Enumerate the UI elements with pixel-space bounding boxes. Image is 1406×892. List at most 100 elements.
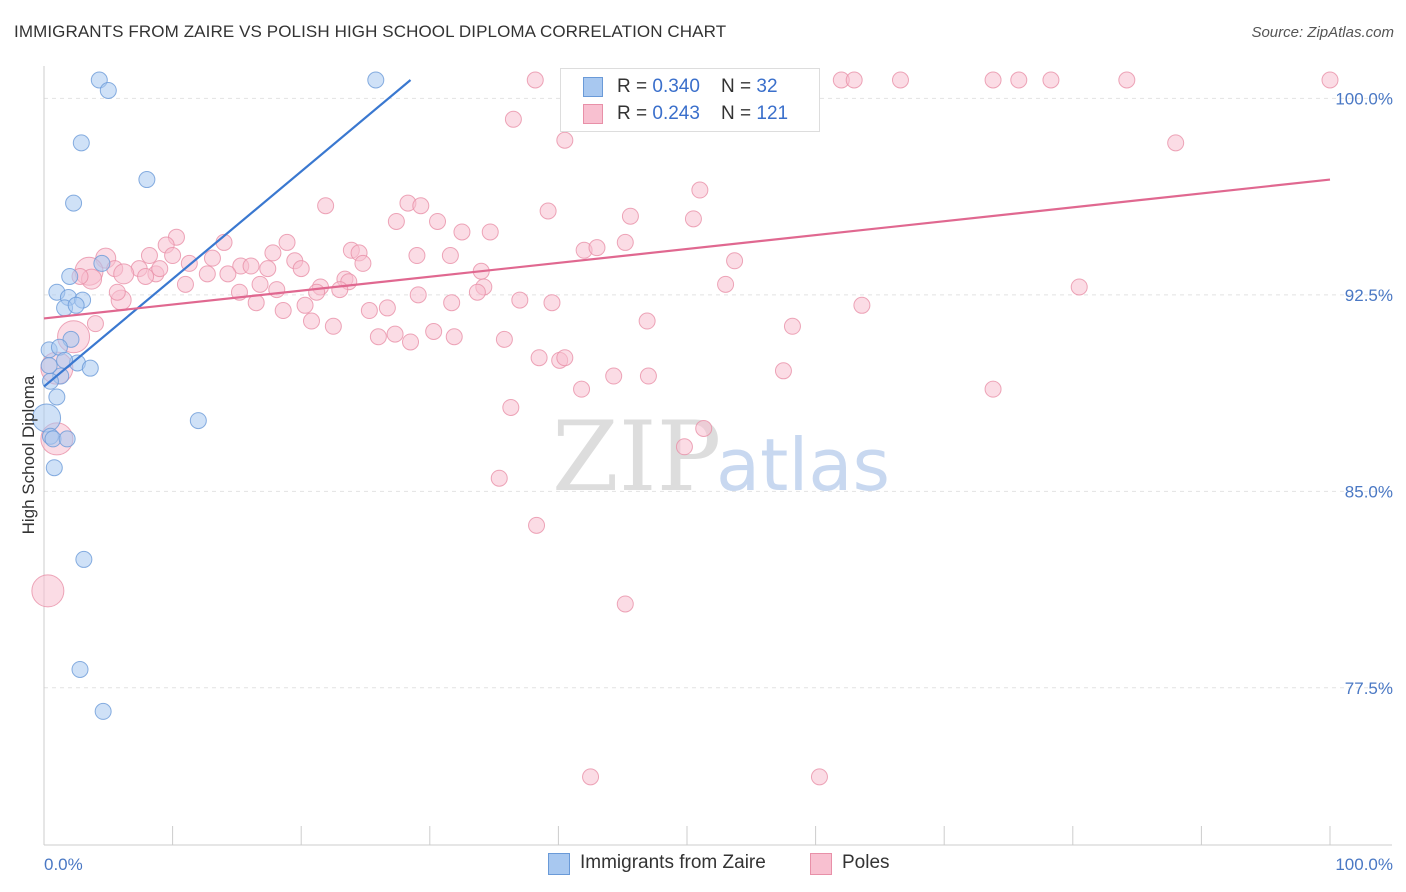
point-poles	[408, 247, 426, 265]
legend-n-value: 32	[756, 76, 778, 97]
point-immigrants-from-zaire	[138, 171, 156, 189]
point-poles	[774, 362, 792, 380]
point-poles	[369, 328, 387, 346]
point-immigrants-from-zaire	[81, 359, 99, 377]
point-poles	[317, 197, 335, 215]
data-points	[31, 71, 1339, 786]
point-poles	[264, 244, 282, 262]
point-poles	[429, 212, 447, 230]
point-immigrants-from-zaire	[67, 296, 85, 314]
point-poles	[151, 260, 169, 278]
point-poles	[274, 302, 292, 320]
point-immigrants-from-zaire	[61, 267, 79, 285]
point-poles	[853, 296, 871, 314]
point-poles	[453, 223, 471, 241]
point-immigrants-from-zaire	[65, 194, 83, 212]
point-poles	[164, 247, 182, 265]
bottom-legend-label-poles: Poles	[842, 852, 890, 873]
legend-r-label: R =	[617, 103, 653, 124]
y-tick-label: 77.5%	[1345, 679, 1393, 698]
y-axis-label: High School Diploma	[19, 375, 38, 534]
bottom-legend-swatch-zaire	[548, 853, 570, 875]
y-tick-label: 92.5%	[1345, 286, 1393, 305]
point-poles	[582, 768, 600, 786]
point-poles	[198, 265, 216, 283]
point-poles	[530, 349, 548, 367]
point-immigrants-from-zaire	[40, 357, 58, 375]
grid-lines	[44, 97, 1392, 689]
point-immigrants-from-zaire	[71, 660, 89, 678]
point-poles	[203, 249, 221, 267]
point-poles	[302, 312, 320, 330]
point-poles	[588, 239, 606, 257]
point-poles	[556, 131, 574, 149]
point-poles	[539, 202, 557, 220]
point-immigrants-from-zaire	[93, 254, 111, 272]
point-immigrants-from-zaire	[99, 81, 117, 99]
point-immigrants-from-zaire	[189, 412, 207, 430]
point-poles	[176, 275, 194, 293]
point-poles	[616, 233, 634, 251]
point-poles	[242, 257, 260, 275]
point-poles	[443, 294, 461, 312]
bottom-legend-swatch-poles	[810, 853, 832, 875]
point-poles	[543, 294, 561, 312]
legend-r-value: 0.340	[652, 76, 700, 97]
point-poles	[684, 210, 702, 228]
point-poles	[810, 768, 828, 786]
point-poles	[675, 438, 693, 456]
point-poles	[616, 595, 634, 613]
point-poles	[639, 367, 657, 385]
point-poles	[354, 254, 372, 272]
point-poles	[86, 315, 104, 333]
x-ticks: 0.0% 100.0%	[43, 826, 1393, 874]
point-poles	[268, 281, 286, 299]
point-poles	[468, 283, 486, 301]
point-poles	[1010, 71, 1028, 89]
point-poles	[495, 330, 513, 348]
legend-r-value: 0.243	[652, 103, 700, 124]
point-immigrants-from-zaire	[62, 330, 80, 348]
point-immigrants-from-zaire	[72, 134, 90, 152]
point-poles	[502, 398, 520, 416]
x-tick-label: 0.0%	[44, 855, 83, 874]
point-poles	[526, 71, 544, 89]
point-poles	[108, 283, 126, 301]
y-tick-labels: 100.0% 92.5% 85.0% 77.5%	[1335, 89, 1393, 697]
point-poles	[1118, 71, 1136, 89]
point-poles	[573, 380, 591, 398]
bottom-legend-label-zaire: Immigrants from Zaire	[580, 852, 766, 873]
point-immigrants-from-zaire	[94, 702, 112, 720]
point-poles	[31, 574, 65, 608]
point-poles	[137, 267, 155, 285]
legend-r-label: R =	[617, 76, 653, 97]
point-poles	[278, 233, 296, 251]
trend-line-poles	[43, 178, 1331, 320]
legend-n-label: N =	[721, 76, 757, 97]
point-poles	[378, 299, 396, 317]
point-poles	[425, 323, 443, 341]
point-poles	[726, 252, 744, 270]
watermark-zip: ZIP	[552, 401, 721, 513]
point-poles	[308, 283, 326, 301]
point-poles	[292, 260, 310, 278]
point-immigrants-from-zaire	[45, 459, 63, 477]
x-tick-label: 100.0%	[1335, 855, 1393, 874]
point-poles	[1167, 134, 1185, 152]
stats-legend: R = 0.340 N = 32 R = 0.243 N = 121	[560, 68, 820, 132]
point-poles	[691, 181, 709, 199]
point-poles	[387, 212, 405, 230]
point-poles	[695, 419, 713, 437]
trend-lines	[43, 79, 1331, 388]
point-poles	[113, 263, 135, 285]
watermark-atlas: atlas	[716, 423, 890, 507]
point-poles	[638, 312, 656, 330]
point-poles	[402, 333, 420, 351]
point-poles	[1321, 71, 1339, 89]
point-poles	[251, 275, 269, 293]
point-poles	[360, 302, 378, 320]
axes	[43, 66, 1392, 846]
point-poles	[331, 281, 349, 299]
point-poles	[504, 110, 522, 128]
